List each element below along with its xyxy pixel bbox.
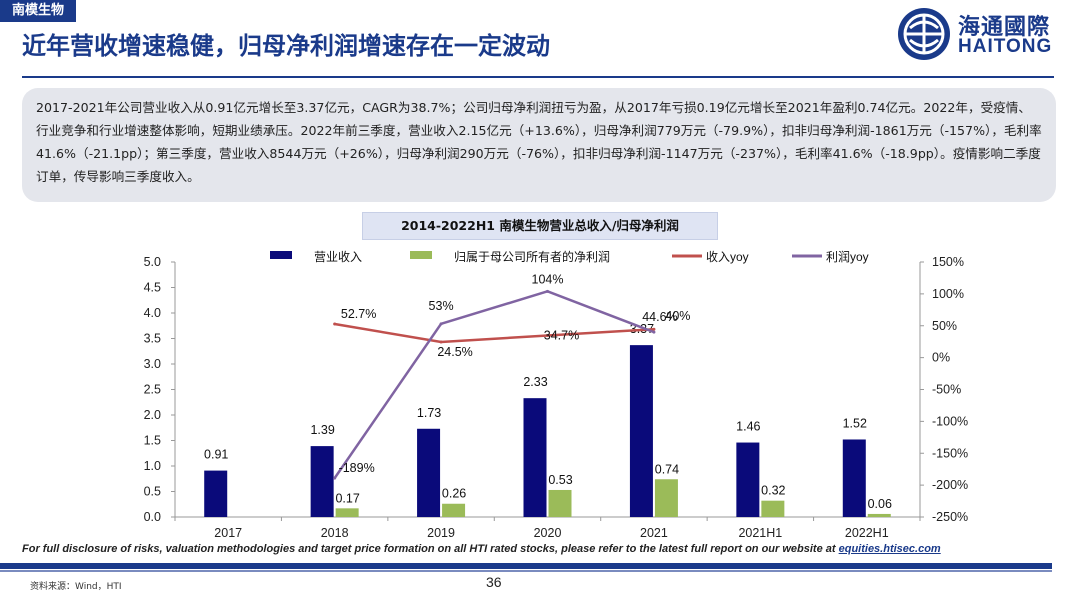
revenue-yoy-point (546, 334, 549, 338)
revenue-yoy-point (652, 327, 656, 331)
revenue-yoy-label: 24.5% (437, 345, 472, 359)
revenue-bar (523, 398, 547, 517)
net-profit-bar (867, 513, 891, 517)
revenue-bar (629, 345, 653, 517)
left-axis-tick-label: 1.0 (144, 459, 161, 473)
net-profit-bar-label: 0.26 (442, 487, 466, 501)
right-axis-tick-label: 0% (932, 351, 950, 365)
net-profit-bar (761, 500, 785, 517)
left-axis-tick-label: 0.0 (144, 510, 161, 524)
left-axis-tick-label: 2.0 (144, 408, 161, 422)
revenue-bar (842, 439, 866, 517)
revenue-bar-label: 1.46 (736, 420, 760, 434)
x-axis-tick-label: 2022H1 (845, 526, 889, 540)
x-axis-tick-label: 2020 (534, 526, 562, 540)
revenue-bar (310, 446, 334, 517)
right-axis-tick-label: 100% (932, 287, 964, 301)
legend-swatch (410, 251, 432, 259)
section-tag: 南模生物 (0, 0, 77, 22)
left-axis-tick-label: 3.0 (144, 357, 161, 371)
profit-yoy-label: -189% (339, 461, 375, 475)
haitong-logo-icon (898, 8, 950, 60)
logo-english: HAITONG (958, 36, 1053, 57)
legend-label: 归属于母公司所有者的净利润 (454, 249, 610, 264)
website-link[interactable]: equities.htisec.com (838, 543, 941, 555)
net-profit-bar-label: 0.74 (655, 462, 679, 476)
page-number: 36 (486, 574, 502, 590)
left-axis-tick-label: 0.5 (144, 485, 161, 499)
net-profit-bar-label: 0.53 (548, 473, 572, 487)
left-axis-tick-label: 3.5 (144, 332, 161, 346)
haitong-logo: 海通國際 HAITONG (896, 6, 1066, 62)
right-axis-tick-label: -50% (932, 383, 961, 397)
net-profit-bar-label: 0.17 (335, 491, 359, 505)
revenue-yoy-label: 44.6% (642, 310, 677, 324)
net-profit-bar (548, 489, 572, 517)
revenue-yoy-line (334, 322, 655, 344)
legend-swatch (270, 251, 292, 259)
net-profit-bar (335, 508, 359, 517)
x-axis-tick-label: 2021H1 (738, 526, 782, 540)
revenue-bar-label: 1.39 (310, 423, 334, 437)
logo-chinese: 海通國際 (958, 15, 1051, 40)
left-axis-tick-label: 4.0 (144, 306, 161, 320)
footer-bar (0, 563, 1052, 569)
source-note: 资料来源：Wind，HTI (30, 582, 122, 592)
revenue-bar (204, 470, 228, 517)
profit-yoy-point (439, 322, 443, 326)
net-profit-bar (442, 503, 466, 517)
disclaimer: For full disclosure of risks, valuation … (22, 543, 1062, 555)
revenue-yoy-point (333, 322, 337, 326)
x-axis-tick-label: 2019 (427, 526, 455, 540)
right-axis-tick-label: -100% (932, 414, 968, 428)
legend-label: 利润yoy (826, 250, 869, 264)
net-profit-bar-label: 0.06 (868, 497, 892, 511)
revenue-bar (417, 428, 441, 517)
revenue-profit-chart: 0.0 0.5 1.0 1.5 2.0 2.5 3.0 3.5 4.0 4.5 5.0 -250% -2… (144, 249, 969, 540)
summary-box: 2017-2021年公司营业收入从0.91亿元增长至3.37亿元，CAGR为38… (22, 88, 1056, 202)
right-axis-tick-label: 50% (932, 319, 957, 333)
right-axis-tick-label: 150% (932, 255, 964, 269)
profit-yoy-label: 53% (429, 299, 454, 313)
revenue-yoy-label: 34.7% (544, 329, 579, 343)
net-profit-bar-label: 0.32 (761, 484, 785, 498)
profit-yoy-label: 104% (532, 272, 564, 286)
net-profit-bar (654, 479, 678, 517)
page-title: 近年营收增速稳健，归母净利润增速存在一定波动 (22, 31, 550, 60)
title-divider (22, 76, 1054, 78)
profit-yoy-point (333, 476, 337, 480)
left-axis-tick-label: 4.5 (144, 281, 161, 295)
revenue-bar (736, 442, 760, 517)
revenue-bar-label: 0.91 (204, 448, 228, 462)
left-axis-tick-label: 5.0 (144, 255, 161, 269)
profit-yoy-label: 40% (665, 309, 690, 323)
x-axis-tick-label: 2018 (321, 526, 349, 540)
profit-yoy-point (546, 289, 549, 293)
revenue-yoy-point (439, 340, 443, 344)
revenue-bar-label: 1.73 (417, 406, 441, 420)
legend-label: 收入yoy (706, 250, 749, 264)
disclaimer-text: For full disclosure of risks, valuation … (22, 543, 839, 555)
left-axis-tick-label: 2.5 (144, 383, 161, 397)
profit-yoy-point (652, 330, 656, 334)
chart-title: 2014-2022H1 南模生物营业总收入/归母净利润 (362, 212, 718, 240)
revenue-yoy-label: 52.7% (341, 307, 376, 321)
revenue-bar-label: 2.33 (523, 375, 547, 389)
right-axis-tick-label: -200% (932, 478, 968, 492)
footer-bar-thin (0, 570, 1052, 572)
revenue-bar-label: 1.52 (843, 416, 867, 430)
x-axis-tick-label: 2021 (640, 526, 668, 540)
legend-label: 营业收入 (314, 250, 362, 264)
left-axis-tick-label: 1.5 (144, 434, 161, 448)
right-axis-tick-label: -250% (932, 510, 968, 524)
x-axis-tick-label: 2017 (214, 526, 242, 540)
right-axis-tick-label: -150% (932, 446, 968, 460)
profit-yoy-line (333, 290, 655, 479)
